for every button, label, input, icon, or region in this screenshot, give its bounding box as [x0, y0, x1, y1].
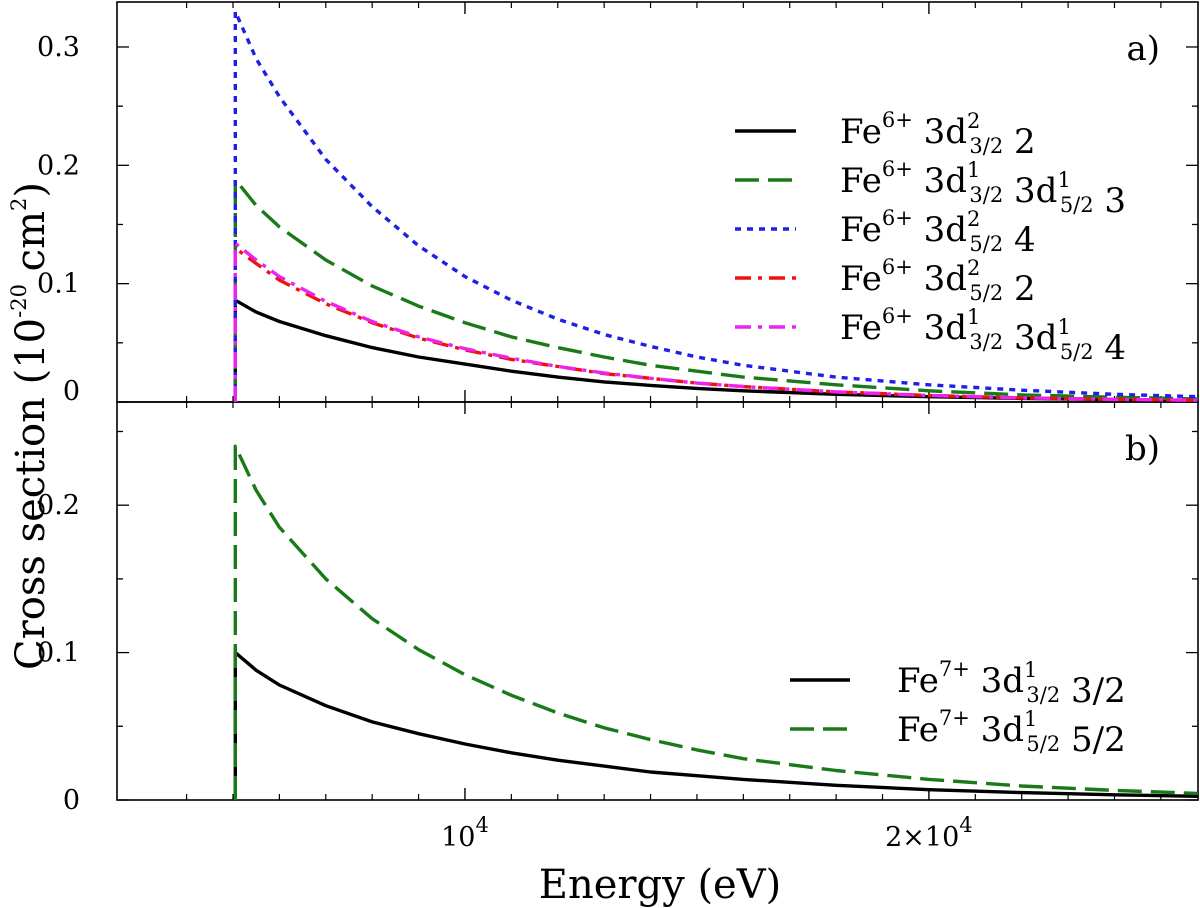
panel-frame — [116, 401, 1199, 801]
data-curves — [233, 9, 1199, 800]
legend-entry: Fe6+ 3d2 5/2 4 — [840, 206, 1036, 260]
y-tick-label: 0.1 — [37, 269, 80, 300]
y-tick-label: 0.1 — [37, 638, 80, 669]
x-tick-label: 104 — [441, 813, 489, 853]
series-line — [233, 241, 1199, 402]
legend-entry: Fe6+ 3d1 3/2 3d1 5/2 3 — [840, 157, 1126, 221]
legend-entry: Fe6+ 3d2 3/2 2 — [840, 108, 1036, 162]
series-line — [233, 650, 1199, 800]
panel-label: a) — [1126, 29, 1160, 69]
legend-entry: Fe7+ 3d1 5/2 5/2 — [897, 706, 1126, 760]
y-tick-label: 0.3 — [37, 32, 80, 63]
y-tick-label: 0 — [63, 376, 80, 407]
y-tick-label: 0.2 — [37, 150, 80, 181]
legend-entry: Fe6+ 3d1 3/2 3d1 5/2 4 — [840, 304, 1126, 368]
y-tick-label: 0.2 — [37, 490, 80, 521]
y-axis-label: Cross section (10-20 cm2) — [7, 182, 54, 670]
series-line — [233, 246, 1199, 402]
tick-labels: 0 0.1 0.2 0.3 a) 0 0.1 0.2 b) 104 2×104 — [37, 29, 1160, 853]
series-line — [233, 444, 1199, 800]
x-axis-label: Energy (eV) — [539, 862, 781, 908]
legend-entry: Fe7+ 3d1 3/2 3/2 — [897, 657, 1126, 711]
legend-entry: Fe6+ 3d2 5/2 2 — [840, 255, 1036, 309]
series-line — [233, 9, 1199, 402]
x-tick-label: 2×104 — [885, 813, 973, 853]
panel-label: b) — [1125, 429, 1160, 469]
series-line — [233, 177, 1199, 402]
panel-frames — [116, 1, 1199, 801]
y-tick-label: 0 — [63, 785, 80, 816]
